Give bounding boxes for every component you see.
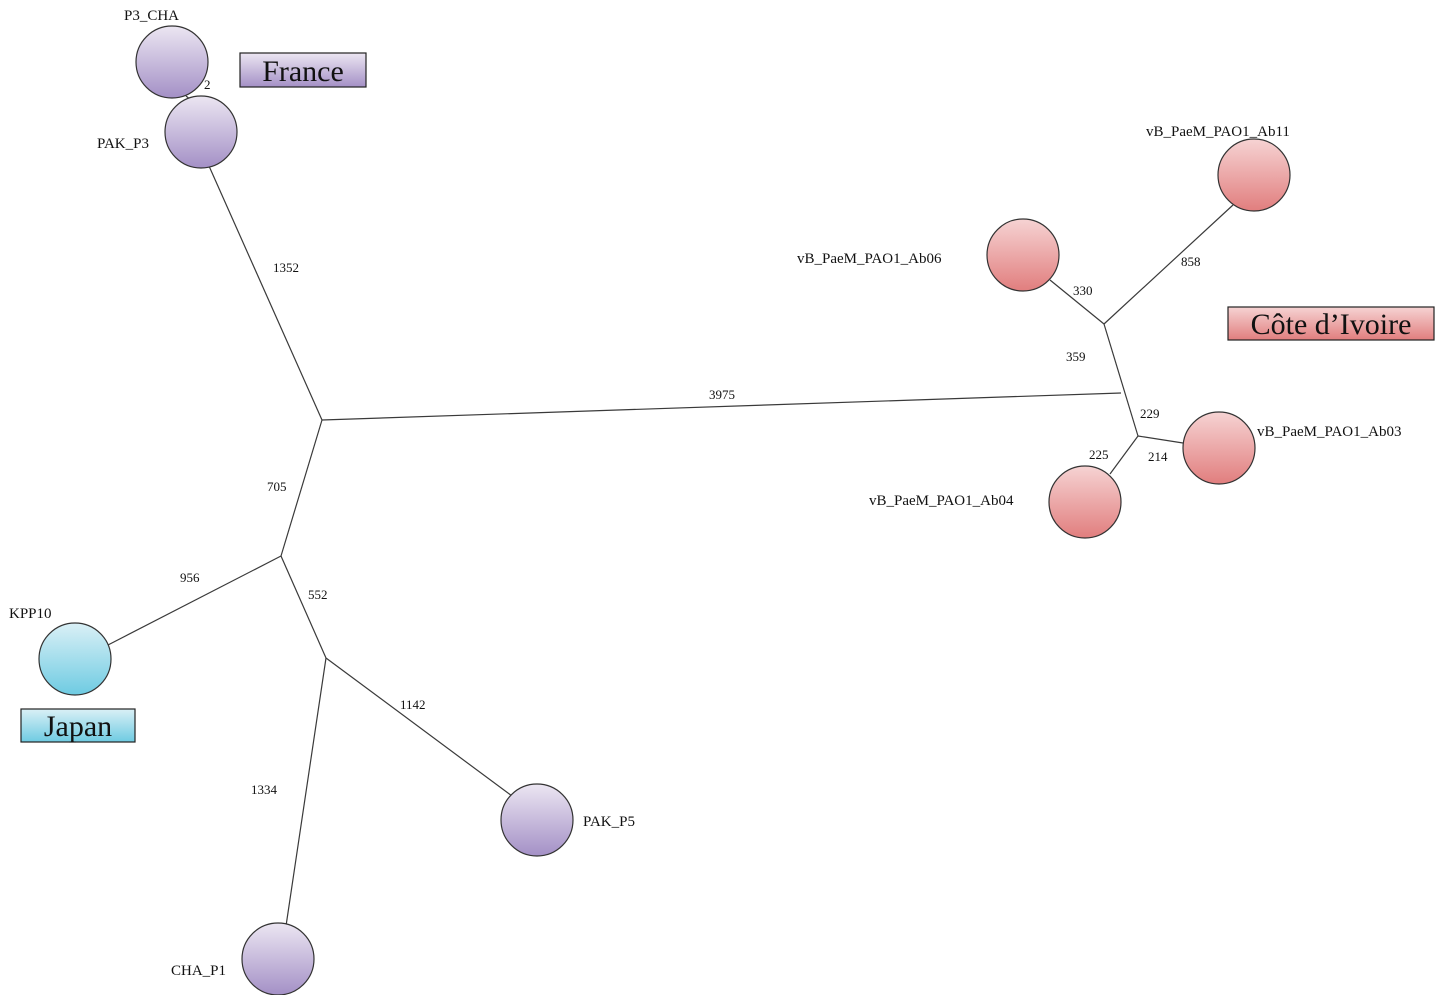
edge-ab04 [1109, 435, 1139, 475]
label-p3-cha: P3_CHA [124, 8, 179, 24]
label-cha-p1: CHA_P1 [171, 963, 226, 979]
edge-cote-upper-lower [1103, 323, 1139, 437]
node-kpp10[interactable] [38, 622, 112, 696]
node-labels: P3_CHA PAK_P3 KPP10 PAK_P5 CHA_P1 vB_Pae… [9, 8, 1401, 979]
distance-ab03: 214 [1148, 449, 1168, 464]
distance-pakp3-hub: 1352 [273, 260, 299, 275]
distance-kpp10: 956 [180, 570, 200, 585]
label-pak-p5: PAK_P5 [583, 814, 635, 830]
node-ab03[interactable] [1182, 411, 1256, 485]
region-france: France [239, 52, 367, 88]
node-cha-p1[interactable] [241, 922, 315, 995]
edge-main-link [321, 392, 1122, 421]
node-p3-cha[interactable] [135, 25, 209, 99]
distance-p3cha-pakp3: 2 [204, 77, 211, 92]
edge-kpp10 [107, 555, 282, 646]
label-kpp10: KPP10 [9, 606, 52, 622]
region-cote-divoire-box [1227, 306, 1435, 341]
node-pak-p3[interactable] [164, 95, 238, 169]
edge-pakp3-hub [208, 165, 323, 421]
node-pak-p5[interactable] [500, 783, 574, 857]
distance-main-link: 3975 [709, 387, 735, 402]
distance-hub-lower: 705 [267, 479, 287, 494]
edge-ab11 [1103, 204, 1234, 325]
distance-pak-p5: 1142 [400, 697, 426, 712]
distance-ab06: 330 [1073, 283, 1093, 298]
edge-lower-pak-cha [280, 555, 327, 659]
distance-labels: 2 1352 3975 705 956 552 1142 1334 330 85… [180, 77, 1201, 797]
distance-cha-p1: 1334 [251, 782, 278, 797]
distance-cote-inner: 229 [1140, 406, 1160, 421]
distance-cote-upper-lower: 359 [1066, 349, 1086, 364]
node-ab06[interactable] [986, 218, 1060, 292]
label-pak-p3: PAK_P3 [97, 136, 149, 152]
distance-ab04: 225 [1089, 447, 1109, 462]
distance-lower-pak-cha: 552 [308, 587, 328, 602]
region-france-box [239, 52, 367, 88]
edge-pak-p5 [325, 657, 513, 797]
node-ab04[interactable] [1048, 465, 1122, 539]
label-ab11: vB_PaeM_PAO1_Ab11 [1146, 124, 1290, 140]
region-japan-box [20, 708, 136, 743]
region-japan: Japan [20, 708, 136, 743]
distance-ab11: 858 [1181, 254, 1201, 269]
region-cote-divoire: Côte d’Ivoire [1227, 306, 1435, 341]
label-ab06: vB_PaeM_PAO1_Ab06 [797, 251, 942, 267]
edge-ab03 [1137, 435, 1184, 444]
region-japan-label: Japan [44, 710, 112, 743]
label-ab03: vB_PaeM_PAO1_Ab03 [1257, 424, 1401, 440]
region-cote-divoire-label: Côte d’Ivoire [1251, 308, 1412, 341]
edge-hub-lower [280, 419, 323, 557]
region-france-label: France [262, 55, 344, 88]
edges [107, 95, 1234, 927]
edge-cha-p1 [285, 657, 327, 927]
label-ab04: vB_PaeM_PAO1_Ab04 [869, 493, 1014, 509]
node-ab11[interactable] [1217, 138, 1291, 212]
edge-ab06 [1049, 279, 1105, 325]
nodes [38, 25, 1291, 995]
